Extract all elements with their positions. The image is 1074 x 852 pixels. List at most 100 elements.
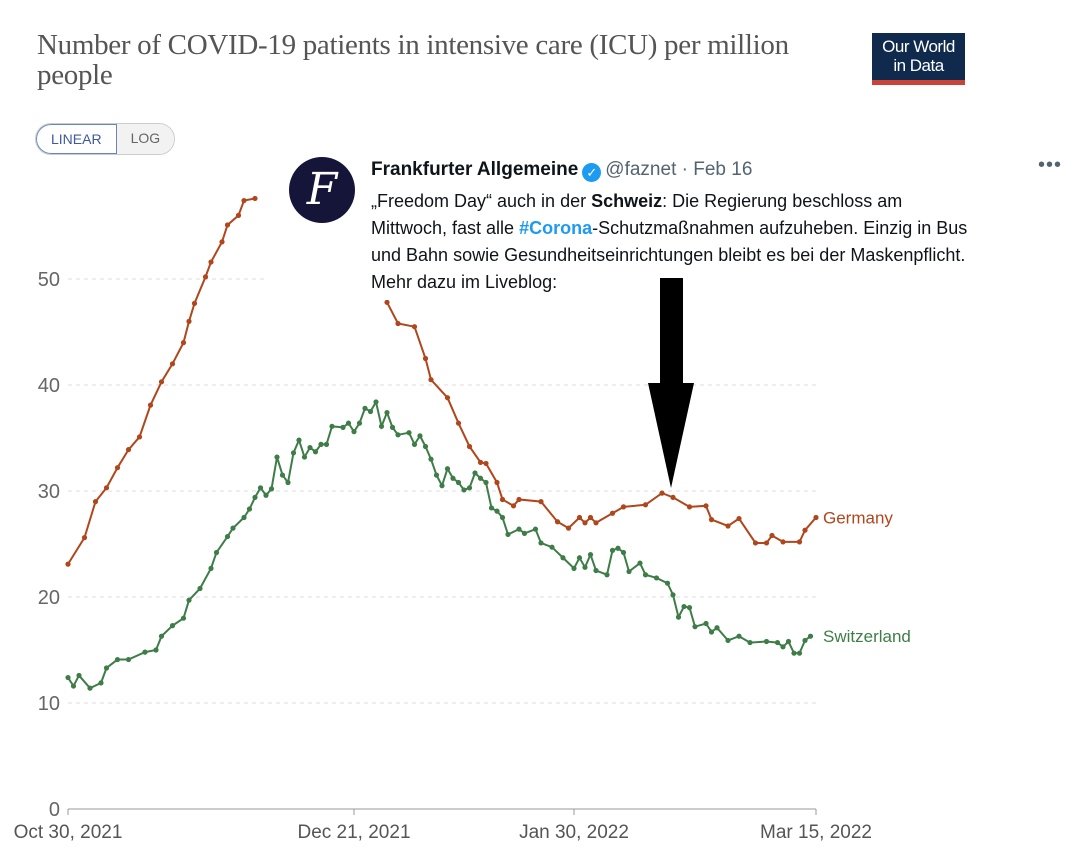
x-tick-label: Jan 30, 2022 (519, 822, 629, 843)
data-point (444, 395, 451, 401)
data-point (593, 567, 599, 574)
data-point (433, 472, 440, 478)
data-point (472, 470, 478, 476)
log-scale-button[interactable]: LOG (116, 124, 175, 154)
data-point (136, 434, 143, 440)
data-point (455, 420, 462, 426)
data-point (92, 499, 99, 505)
tweet-handle[interactable]: @faznet (605, 159, 677, 180)
data-point (169, 623, 176, 629)
data-point (510, 503, 517, 509)
tweet-header: Frankfurter Allgemeine ✓ @faznet · Feb 16 (371, 159, 752, 182)
data-point (252, 494, 258, 500)
data-point (87, 685, 93, 691)
data-point (571, 565, 577, 571)
data-point (499, 496, 506, 503)
data-point (98, 680, 104, 686)
series-line (386, 301, 817, 544)
data-point (367, 408, 374, 415)
data-point (560, 555, 566, 561)
data-point (406, 430, 412, 436)
tweet-text-segment: Schweiz (591, 191, 663, 211)
data-point (422, 443, 429, 450)
data-point (703, 620, 709, 627)
data-point (428, 377, 434, 383)
data-point (725, 637, 731, 644)
y-tick-label: 30 (38, 481, 60, 503)
data-point (499, 514, 506, 521)
series-line (67, 399, 812, 690)
tweet-text-segment: -Schutzmaßnahmen aufzuheben. Einzig in B… (592, 218, 968, 238)
tweet-author-name[interactable]: Frankfurter Allgemeine (371, 159, 579, 180)
data-point (675, 614, 682, 620)
linear-scale-button[interactable]: LINEAR (36, 124, 117, 154)
data-point (714, 625, 720, 631)
data-point (158, 379, 165, 385)
data-point (450, 475, 456, 481)
data-point (532, 526, 539, 532)
faz-avatar[interactable]: F (289, 157, 355, 223)
data-point (241, 514, 247, 521)
data-point (103, 665, 110, 671)
y-tick-label: 0 (49, 799, 60, 821)
data-point (208, 259, 214, 265)
data-point (576, 555, 583, 561)
series-label-germany: Germany (823, 509, 893, 528)
y-tick-label: 40 (38, 375, 60, 397)
data-point (444, 466, 451, 472)
data-point (796, 650, 803, 656)
data-point (582, 564, 588, 570)
data-point (186, 318, 192, 324)
data-point (659, 490, 665, 496)
ellipsis-icon[interactable]: ••• (1037, 154, 1062, 176)
data-point (763, 540, 770, 546)
series-label-switzerland: Switzerland (823, 627, 911, 646)
data-point (686, 504, 693, 510)
data-point (197, 585, 203, 592)
x-tick-label: Oct 30, 2021 (14, 822, 123, 843)
data-point (395, 432, 401, 438)
data-point (345, 420, 352, 426)
data-point (257, 485, 264, 491)
data-point (615, 545, 621, 551)
data-point (549, 544, 555, 550)
chart-title: Number of COVID-19 patients in intensive… (37, 29, 789, 91)
data-point (455, 479, 462, 486)
data-point (125, 656, 132, 663)
hashtag-link[interactable]: #Corona (519, 218, 593, 238)
data-point (274, 454, 280, 460)
data-point (395, 320, 401, 327)
tweet-date[interactable]: Feb 16 (693, 159, 753, 180)
data-point (642, 572, 649, 578)
data-point (114, 465, 121, 471)
data-point (736, 633, 742, 639)
data-point (318, 441, 324, 447)
data-point (461, 487, 467, 493)
data-point (180, 340, 187, 346)
data-point (81, 535, 88, 541)
data-point (147, 402, 154, 408)
data-point (516, 526, 522, 532)
owid-logo[interactable]: Our World in Data (872, 33, 965, 85)
data-point (626, 568, 632, 575)
data-point (576, 514, 583, 521)
data-point (554, 519, 561, 525)
data-point (389, 424, 396, 430)
data-point (439, 483, 445, 489)
data-point (246, 506, 253, 512)
data-point (604, 572, 610, 578)
data-point (483, 460, 489, 467)
data-point (219, 239, 225, 245)
data-point (538, 499, 544, 505)
tweet-text-segment: und Bahn sowie Gesundheitseinrichtungen … (371, 245, 966, 265)
data-point (301, 454, 308, 460)
tweet-overlay[interactable]: F Frankfurter Allgemeine ✓ @faznet · Feb 1… (265, 150, 1074, 300)
data-point (791, 650, 797, 656)
data-point (587, 514, 594, 521)
data-point (582, 520, 588, 526)
data-point (290, 450, 297, 456)
tweet-line: Mehr dazu im Liveblog: (371, 269, 967, 296)
data-point (213, 549, 220, 556)
data-point (466, 485, 473, 491)
